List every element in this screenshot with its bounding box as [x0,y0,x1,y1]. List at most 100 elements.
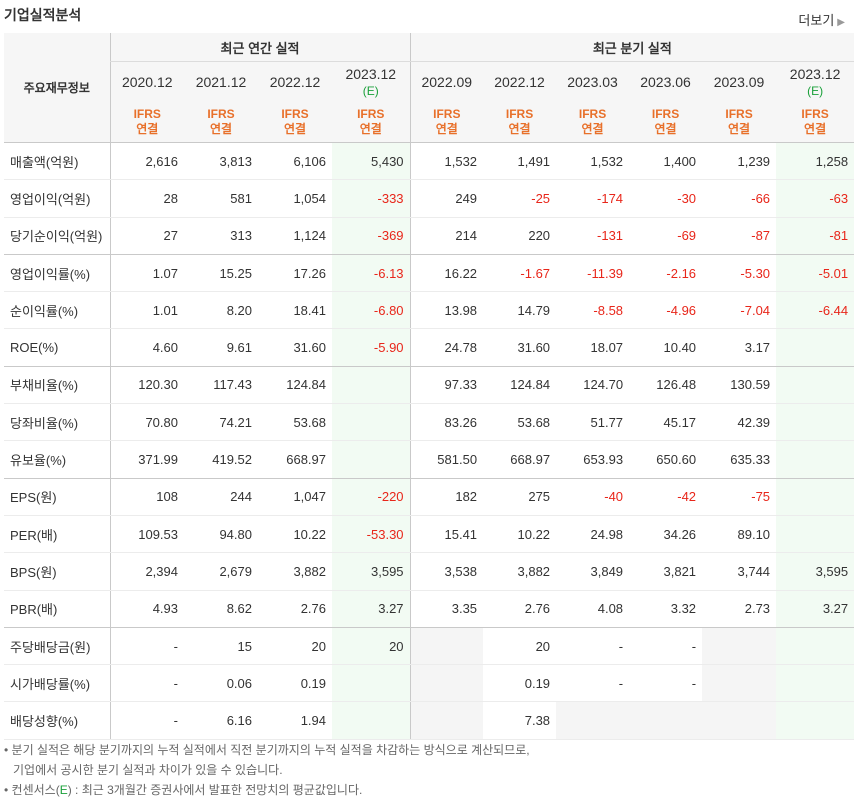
table-cell: -6.44 [776,291,855,330]
table-cell: 89.10 [702,515,777,554]
annual-group-header: 최근 연간 실적 [109,33,411,62]
table-cell: 3,882 [258,552,332,591]
table-cell: -369 [332,217,411,255]
row-label: 영업이익(억원) [4,179,110,218]
table-cell: 42.39 [702,403,777,442]
table-cell: 6,106 [258,142,332,181]
period-label: 2023.06 [640,74,691,90]
row-label: 매출액(억원) [4,142,110,181]
table-cell: 313 [184,217,258,255]
table-cell: 10.22 [258,515,332,554]
period-label: 2022.09 [421,74,473,90]
table-cell: -75 [702,478,777,516]
table-cell: 4.93 [109,590,184,628]
table-row: 시가배당률(%) -0.06 0.19 0.19- - [4,664,855,703]
table-row: 주당배당금(원) -15 20 20 20- - [4,627,855,666]
quarter-group-header: 최근 분기 실적 [409,33,855,62]
table-cell: 1,258 [776,142,855,181]
row-label: 배당성향(%) [4,701,110,740]
ifrs-label: IFRS [133,107,161,121]
table-cell: 371.99 [109,440,184,479]
table-cell: 2.73 [702,590,777,628]
table-row: 매출액(억원) 2,616 3,813 6,106 5,430 1,532 1,491 1,5… [4,142,855,181]
table-cell: 0.06 [184,664,258,703]
table-cell: 97.33 [409,366,484,405]
table-cell: - [109,701,184,740]
table-cell: 4.08 [556,590,630,628]
table-cell: 18.07 [556,328,630,367]
table-cell [332,366,411,405]
row-label: 주당배당금(원) [4,627,110,666]
table-cell: 124.84 [258,366,332,405]
row-label: ROE(%) [4,328,110,367]
table-cell: 2,679 [184,552,258,591]
estimate-mark: E [59,783,68,797]
table-cell: 5,430 [332,142,411,181]
row-label: 부채비율(%) [4,366,110,405]
table-cell [409,664,484,703]
table-cell: 120.30 [109,366,184,405]
ifrs-label: IFRS [207,107,235,121]
ifrs-header: IFRS 연결 [184,102,258,143]
table-cell: -5.90 [332,328,411,367]
consolidated-label: 연결 [581,122,604,136]
table-cell [702,627,777,666]
consolidated-label: 연결 [728,122,751,136]
table-cell [776,515,855,554]
table-row: 당기순이익(억원) 27 313 1,124 -369 214 220 -131 -69 -87-… [4,217,855,255]
consolidated-label: 연결 [654,122,677,136]
table-cell [332,403,411,442]
table-cell: 31.60 [483,328,557,367]
row-label: EPS(원) [4,478,110,516]
footnote-2-suffix: ) : 최근 3개월간 증권사에서 발표한 전망치의 평균값입니다. [67,783,363,797]
more-link[interactable]: 더보기 ▶ [798,10,845,29]
table-cell: 3,595 [776,552,855,591]
table-cell: 3.17 [702,328,777,367]
table-cell [776,478,855,516]
ifrs-label: IFRS [578,107,607,121]
table-cell: -6.13 [332,254,411,293]
period-header: 2023.03 [556,61,630,102]
table-cell [776,701,855,740]
row-label: 순이익률(%) [4,291,110,330]
table-cell: -42 [629,478,703,516]
table-cell: 1,047 [258,478,332,516]
table-row: PBR(배) 4.93 8.62 2.76 3.27 3.35 2.76 4.08 3.32 2.… [4,590,855,628]
table-cell: 6.16 [184,701,258,740]
table-cell [776,403,855,442]
table-cell: -53.30 [332,515,411,554]
table-cell [409,627,484,666]
table-cell [332,664,411,703]
section-header: 기업실적분석 더보기 ▶ [0,0,859,34]
table-cell: 2.76 [483,590,557,628]
table-cell: 1,054 [258,179,332,218]
table-cell: -87 [702,217,777,255]
table-row: EPS(원) 108 244 1,047 -220 182 275 -40 -42 -75 [4,478,855,516]
table-cell: -66 [702,179,777,218]
table-cell: -11.39 [556,254,630,293]
table-cell: -7.04 [702,291,777,330]
period-label: 2023.12 [789,65,841,82]
table-cell: 1.01 [109,291,184,330]
table-cell: 16.22 [409,254,484,293]
table-cell: -1.67 [483,254,557,293]
table-cell: 8.20 [184,291,258,330]
footnote-2: • 컨센서스(E) : 최근 3개월간 증권사에서 발표한 전망치의 평균값입니… [4,780,530,800]
table-row: 유보율(%) 371.99 419.52 668.97 581.50 668.97 653.… [4,440,855,479]
ifrs-label: IFRS [357,107,385,121]
table-row: PER(배) 109.53 94.80 10.22 -53.30 15.41 10.22 24… [4,515,855,554]
table-cell: 53.68 [258,403,332,442]
table-cell: 1,532 [556,142,630,181]
table-cell: 51.77 [556,403,630,442]
table-cell: 13.98 [409,291,484,330]
chevron-right-icon: ▶ [837,17,845,28]
table-cell: 31.60 [258,328,332,367]
table-cell: 182 [409,478,484,516]
table-cell: 15.41 [409,515,484,554]
table-cell: 45.17 [629,403,703,442]
table-cell: 24.98 [556,515,630,554]
table-cell: -5.30 [702,254,777,293]
ifrs-header: IFRS 연결 [109,102,184,143]
table-cell: - [109,627,184,666]
period-header: 2023.06 [629,61,703,102]
